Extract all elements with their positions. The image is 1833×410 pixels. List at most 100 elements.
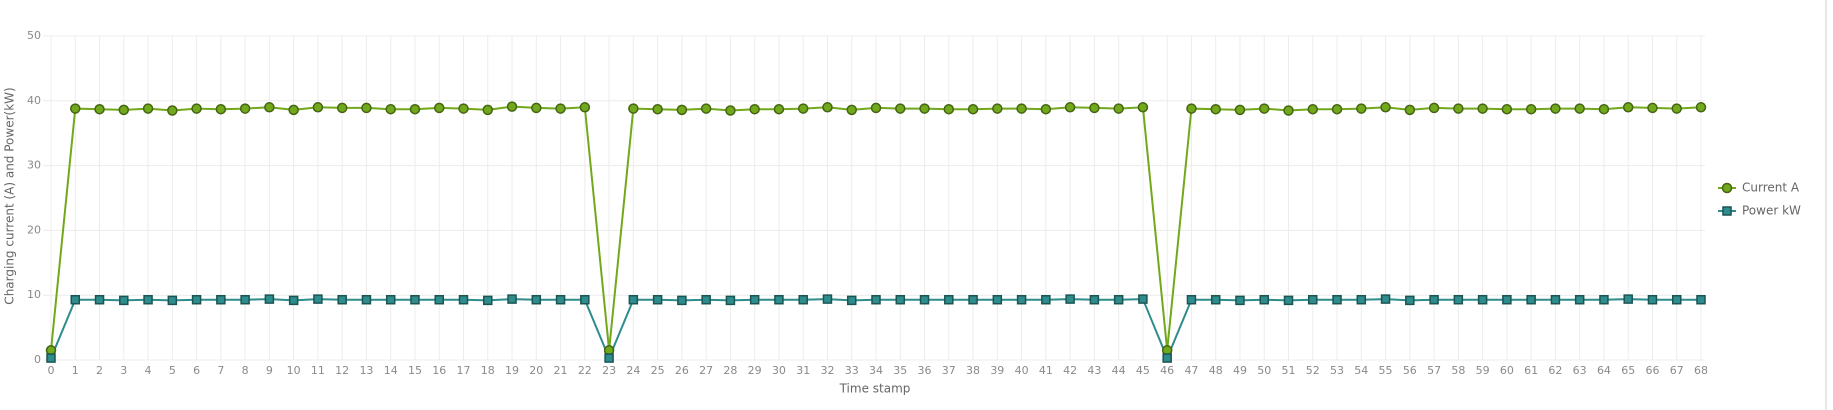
x-tick-label: 22 [578,364,592,377]
marker [191,103,202,114]
marker [1598,103,1610,115]
marker [1429,294,1439,305]
marker [1041,294,1051,305]
marker [288,295,299,306]
x-tick-label: 28 [723,364,737,377]
x-tick-label: 21 [554,364,568,377]
x-tick-label: 47 [1184,364,1198,377]
x-tick-label: 32 [820,364,834,377]
marker [240,294,250,305]
marker [191,294,202,305]
marker [1259,294,1269,305]
marker [1502,294,1512,305]
marker [725,295,736,306]
x-tick-label: 14 [384,364,398,377]
marker [1696,294,1706,305]
marker [1404,104,1416,116]
marker [409,103,421,115]
marker [1040,103,1052,115]
x-tick-label: 64 [1597,364,1611,377]
marker [531,294,542,305]
x-tick-label: 5 [169,364,176,377]
marker [482,104,494,116]
marker [944,294,954,305]
marker [846,295,857,306]
x-tick-label: 37 [942,364,956,377]
marker [992,294,1003,305]
marker [749,294,760,305]
x-tick-label: 44 [1112,364,1126,377]
x-tick-label: 68 [1694,364,1708,377]
marker [628,294,639,305]
marker [676,104,688,116]
marker [677,295,687,306]
x-tick-label: 9 [266,364,273,377]
marker [337,294,347,305]
marker [1550,294,1561,305]
marker [1525,103,1537,115]
x-tick-label: 52 [1306,364,1320,377]
x-tick-label: 18 [481,364,495,377]
x-tick-label: 24 [626,364,640,377]
marker [1331,103,1343,115]
marker [506,101,518,112]
marker [167,295,178,306]
marker [968,294,978,305]
marker [1671,294,1682,305]
marker [1065,294,1075,304]
y-axis-title: Charging current (A) and Power(kW) [3,87,17,304]
marker [1307,103,1319,115]
marker [1647,294,1658,305]
x-tick-label: 38 [966,364,980,377]
y-tick-label: 50 [27,29,41,42]
marker [1089,102,1100,114]
marker [458,103,469,114]
marker [1016,103,1027,114]
marker [216,294,226,305]
marker [167,105,178,116]
marker [239,103,251,114]
x-tick-label: 50 [1257,364,1271,377]
x-tick-label: 66 [1645,364,1659,377]
y-tick-label: 0 [34,353,41,366]
marker [1283,105,1294,116]
marker [361,102,372,114]
legend-marker [1721,182,1733,194]
x-tick-label: 39 [990,364,1004,377]
x-tick-label: 17 [457,364,471,377]
marker [433,102,445,114]
marker [458,294,469,305]
marker [579,102,591,113]
marker [434,294,444,305]
x-tick-label: 1 [72,364,79,377]
x-axis-title: Time stamp [839,382,911,396]
x-tick-label: 7 [217,364,224,377]
marker [1526,294,1536,305]
marker [385,103,396,115]
x-tick-label: 34 [869,364,883,377]
x-tick-label: 65 [1621,364,1635,377]
x-tick-label: 23 [602,364,616,377]
marker [555,294,566,305]
x-tick-label: 25 [651,364,665,377]
marker [1186,294,1197,305]
x-tick-label: 8 [242,364,249,377]
marker [1235,295,1245,306]
y-tick-label: 20 [27,223,41,236]
x-tick-label: 67 [1670,364,1684,377]
marker [1477,103,1488,114]
marker [143,294,153,305]
marker [410,294,420,305]
marker [1647,102,1658,114]
marker [604,353,614,363]
x-tick-label: 30 [772,364,786,377]
x-tick-label: 35 [893,364,907,377]
x-tick-label: 15 [408,364,422,377]
marker [1113,294,1124,305]
marker [1308,294,1318,305]
marker [288,104,299,116]
marker [919,294,930,305]
x-tick-label: 40 [1015,364,1029,377]
marker [652,294,663,305]
x-tick-label: 19 [505,364,519,377]
